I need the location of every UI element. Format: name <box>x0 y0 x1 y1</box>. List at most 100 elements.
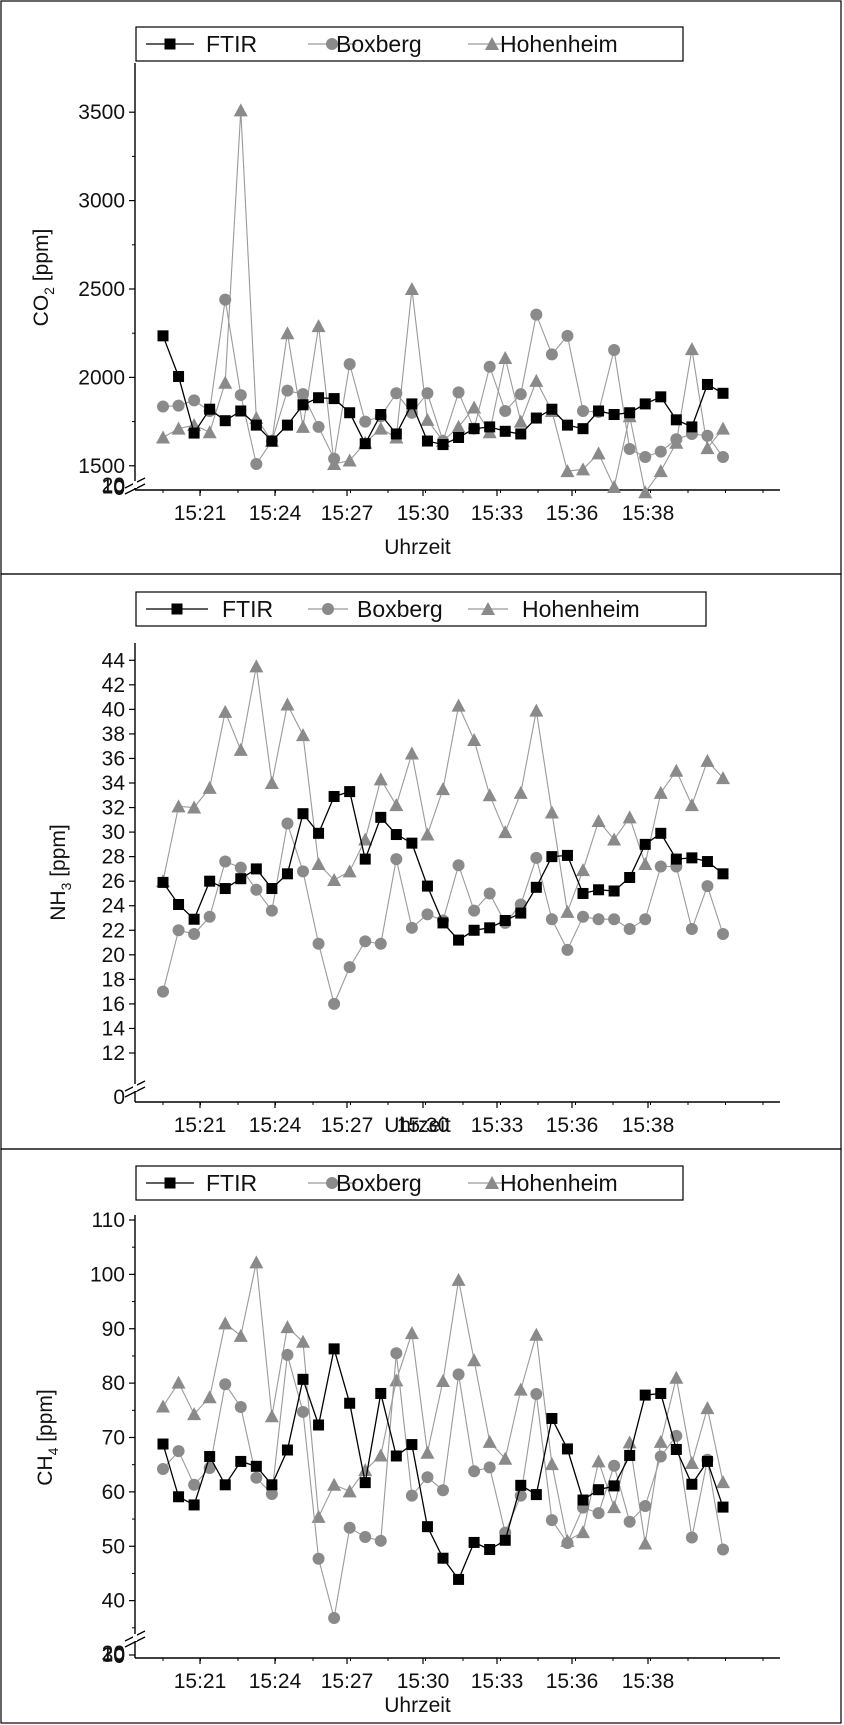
data-point-ftir <box>235 1455 247 1467</box>
data-point-boxberg <box>685 923 698 936</box>
data-point-boxberg <box>157 985 169 998</box>
data-point-ftir <box>577 423 589 435</box>
data-point-boxberg <box>219 293 232 306</box>
data-point-ftir <box>204 875 216 887</box>
y-axis-label-sub: 2 <box>41 287 57 295</box>
data-point-ftir <box>624 407 636 419</box>
legend-marker-ftir <box>164 38 176 50</box>
data-point-ftir <box>655 391 667 403</box>
data-point-hohenheim <box>529 703 544 717</box>
legend-marker-boxberg <box>326 1177 338 1189</box>
y-tick-label-break: 0 <box>113 1645 125 1668</box>
data-point-boxberg <box>281 1348 294 1361</box>
legend-marker-hohenheim <box>485 1176 499 1189</box>
data-point-boxberg <box>188 927 201 940</box>
data-point-hohenheim <box>638 857 653 870</box>
data-point-hohenheim <box>498 350 513 364</box>
data-point-hohenheim <box>544 1457 559 1471</box>
data-point-ftir <box>530 881 542 893</box>
y-tick-label: 90 <box>102 1318 125 1341</box>
data-point-hohenheim <box>653 785 668 799</box>
data-point-boxberg <box>530 851 543 864</box>
data-point-hohenheim <box>373 421 388 435</box>
data-point-boxberg <box>639 450 652 463</box>
data-point-ftir <box>453 1573 465 1585</box>
data-point-ftir <box>608 885 620 897</box>
data-point-ftir <box>204 403 216 415</box>
data-point-hohenheim <box>327 872 342 886</box>
data-point-hohenheim <box>420 827 435 841</box>
data-point-ftir <box>266 883 278 895</box>
data-point-boxberg <box>468 1465 481 1478</box>
panel-frame-ch4 <box>0 1148 842 1724</box>
data-point-boxberg <box>328 1612 341 1625</box>
data-point-boxberg <box>359 935 372 948</box>
data-point-hohenheim <box>451 419 466 433</box>
data-point-hohenheim <box>420 1445 435 1459</box>
x-tick-label: 15:24 <box>249 1114 302 1137</box>
data-point-hohenheim <box>529 1327 544 1341</box>
data-point-ftir <box>670 414 682 426</box>
x-tick-label: 15:30 <box>397 1670 450 1693</box>
data-point-ftir <box>593 405 605 417</box>
data-point-boxberg <box>530 1388 543 1400</box>
data-point-boxberg <box>390 853 403 866</box>
legend-label-ftir: FTIR <box>206 31 257 57</box>
data-point-ftir <box>515 1479 527 1491</box>
legend-label-ftir: FTIR <box>206 1170 257 1196</box>
data-point-ftir <box>173 371 185 383</box>
y-tick-label: 38 <box>102 723 125 746</box>
x-tick-label: 15:24 <box>249 1670 302 1693</box>
data-point-ftir <box>375 811 387 823</box>
data-point-ftir <box>437 1552 449 1564</box>
y-tick-label-break: 10 <box>102 1644 125 1667</box>
y-tick-label: 80 <box>102 1372 125 1395</box>
data-point-boxberg <box>421 387 434 400</box>
data-point-boxberg <box>608 343 621 356</box>
x-tick-label: 15:33 <box>471 1114 524 1137</box>
y-tick-label: 1500 <box>78 455 125 478</box>
data-point-boxberg <box>701 429 714 442</box>
y-tick-label: 22 <box>102 919 125 942</box>
data-point-hohenheim <box>233 103 248 117</box>
data-point-boxberg <box>701 880 714 893</box>
data-point-hohenheim <box>342 864 357 878</box>
y-axis-label-main: NH <box>47 890 70 920</box>
data-point-hohenheim <box>404 746 419 760</box>
legend-marker-hohenheim <box>485 37 499 50</box>
data-point-ftir <box>157 1438 169 1450</box>
data-point-ftir <box>328 791 340 802</box>
y-tick-label: 32 <box>102 797 125 820</box>
data-point-hohenheim <box>498 1451 513 1465</box>
x-tick-label: 15:21 <box>174 1670 227 1693</box>
data-point-boxberg <box>312 937 325 950</box>
data-point-boxberg <box>561 329 574 342</box>
data-point-boxberg <box>717 450 729 463</box>
y-tick-label: 70 <box>102 1427 125 1450</box>
data-point-ftir <box>328 393 340 405</box>
data-point-hohenheim <box>716 771 730 785</box>
y-axis-label-main: CH <box>34 1455 57 1485</box>
data-point-boxberg <box>281 384 294 397</box>
data-point-boxberg <box>608 1459 621 1472</box>
data-point-boxberg <box>281 817 294 830</box>
x-tick-label: 15:38 <box>622 1114 675 1137</box>
data-point-boxberg <box>405 1489 418 1502</box>
data-point-hohenheim <box>187 800 202 814</box>
data-point-ftir <box>281 1444 293 1456</box>
data-point-hohenheim <box>638 485 653 499</box>
data-point-hohenheim <box>404 281 419 295</box>
data-point-hohenheim <box>373 772 388 786</box>
legend: FTIR Boxberg Hohenheim <box>135 26 684 62</box>
data-point-ftir <box>468 924 480 936</box>
y-tick-label: 3000 <box>78 190 125 213</box>
legend-label-hohenheim: Hohenheim <box>522 596 640 622</box>
x-tick-label: 15:36 <box>546 1670 599 1693</box>
data-point-hohenheim <box>202 1390 217 1404</box>
y-tick-label-break: 20 <box>102 474 125 497</box>
y-tick-label: 50 <box>102 1535 125 1558</box>
data-point-hohenheim <box>171 799 186 813</box>
y-tick-label: 44 <box>102 649 126 672</box>
data-point-boxberg <box>530 308 543 321</box>
data-point-ftir <box>313 1419 325 1431</box>
